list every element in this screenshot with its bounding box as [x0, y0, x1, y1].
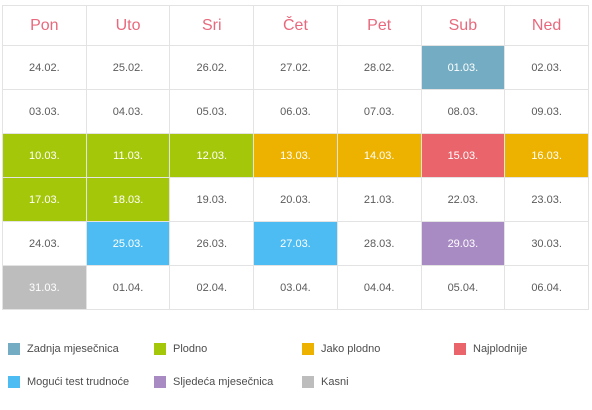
legend-item-last-period: Zadnja mjesečnica	[8, 342, 119, 356]
legend-item-next-period: Sljedeća mjesečnica	[154, 375, 273, 389]
calendar-legend: Zadnja mjesečnica Plodno Jako plodno Naj…	[0, 334, 592, 404]
legend-swatch-most-fertile	[454, 343, 466, 355]
weekday-tuesday: Uto	[85, 5, 171, 46]
week-row: 03.03. 04.03. 05.03. 06.03. 07.03. 08.03…	[2, 89, 589, 134]
legend-label: Mogući test trudnoće	[27, 376, 130, 388]
legend-label: Plodno	[173, 343, 208, 355]
day-cell: 24.02.	[2, 45, 87, 90]
weekday-wednesday: Sri	[169, 5, 255, 46]
legend-swatch-pregnancy-test	[8, 376, 20, 388]
day-cell: 04.03.	[85, 89, 171, 134]
day-cell: 09.03.	[504, 89, 589, 134]
day-cell-period: 01.03.	[420, 45, 506, 90]
day-cell-test: 25.03.	[85, 221, 171, 266]
day-cell: 06.04.	[504, 265, 589, 310]
legend-swatch-next-period	[154, 376, 166, 388]
legend-swatch-late	[302, 376, 314, 388]
weekday-saturday: Sub	[420, 5, 506, 46]
weekday-sunday: Ned	[504, 5, 589, 46]
fertility-calendar: Pon Uto Sri Čet Pet Sub Ned 24.02. 25.02…	[2, 5, 589, 310]
day-cell: 05.04.	[420, 265, 506, 310]
day-cell: 22.03.	[420, 177, 506, 222]
legend-item-fertile: Plodno	[154, 342, 207, 356]
weekday-header-row: Pon Uto Sri Čet Pet Sub Ned	[2, 5, 589, 46]
week-row: 17.03. 18.03. 19.03. 20.03. 21.03. 22.03…	[2, 177, 589, 222]
day-cell-fertile: 11.03.	[85, 133, 171, 178]
day-cell-most-fertile: 15.03.	[420, 133, 506, 178]
day-cell-very-fertile: 16.03.	[504, 133, 589, 178]
day-cell: 19.03.	[169, 177, 255, 222]
day-cell: 05.03.	[169, 89, 255, 134]
legend-item-most-fertile: Najplodnije	[454, 342, 527, 356]
day-cell: 26.03.	[169, 221, 255, 266]
day-cell: 20.03.	[253, 177, 338, 222]
legend-label: Kasni	[321, 376, 349, 388]
day-cell: 21.03.	[336, 177, 422, 222]
day-cell: 25.02.	[85, 45, 171, 90]
day-cell: 04.04.	[336, 265, 422, 310]
week-row: 10.03. 11.03. 12.03. 13.03. 14.03. 15.03…	[2, 133, 589, 178]
day-cell: 07.03.	[336, 89, 422, 134]
day-cell: 01.04.	[85, 265, 171, 310]
day-cell: 23.03.	[504, 177, 589, 222]
day-cell-very-fertile: 14.03.	[336, 133, 422, 178]
legend-item-late: Kasni	[302, 375, 349, 389]
day-cell: 02.03.	[504, 45, 589, 90]
day-cell-fertile: 10.03.	[2, 133, 87, 178]
day-cell: 28.03.	[336, 221, 422, 266]
day-cell: 08.03.	[420, 89, 506, 134]
week-row: 24.03. 25.03. 26.03. 27.03. 28.03. 29.03…	[2, 221, 589, 266]
legend-item-very-fertile: Jako plodno	[302, 342, 380, 356]
day-cell: 28.02.	[336, 45, 422, 90]
legend-swatch-fertile	[154, 343, 166, 355]
day-cell: 03.03.	[2, 89, 87, 134]
weekday-monday: Pon	[2, 5, 87, 46]
day-cell-test: 27.03.	[253, 221, 338, 266]
day-cell-fertile: 12.03.	[169, 133, 255, 178]
day-cell-very-fertile: 13.03.	[253, 133, 338, 178]
day-cell-late: 31.03.	[2, 265, 87, 310]
day-cell: 27.02.	[253, 45, 338, 90]
legend-item-pregnancy-test: Mogući test trudnoće	[8, 375, 129, 389]
day-cell-fertile: 17.03.	[2, 177, 87, 222]
legend-swatch-last-period	[8, 343, 20, 355]
week-row: 24.02. 25.02. 26.02. 27.02. 28.02. 01.03…	[2, 45, 589, 90]
weekday-friday: Pet	[336, 5, 422, 46]
legend-label: Zadnja mjesečnica	[27, 343, 119, 355]
day-cell-fertile: 18.03.	[85, 177, 171, 222]
day-cell: 02.04.	[169, 265, 255, 310]
day-cell: 06.03.	[253, 89, 338, 134]
legend-label: Sljedeća mjesečnica	[173, 376, 274, 388]
day-cell: 24.03.	[2, 221, 87, 266]
weekday-thursday: Čet	[253, 5, 338, 46]
day-cell-next-period: 29.03.	[420, 221, 506, 266]
week-row: 31.03. 01.04. 02.04. 03.04. 04.04. 05.04…	[2, 265, 589, 310]
day-cell: 30.03.	[504, 221, 589, 266]
day-cell: 26.02.	[169, 45, 255, 90]
day-cell: 03.04.	[253, 265, 338, 310]
legend-swatch-very-fertile	[302, 343, 314, 355]
legend-label: Najplodnije	[473, 343, 528, 355]
legend-label: Jako plodno	[321, 343, 381, 355]
